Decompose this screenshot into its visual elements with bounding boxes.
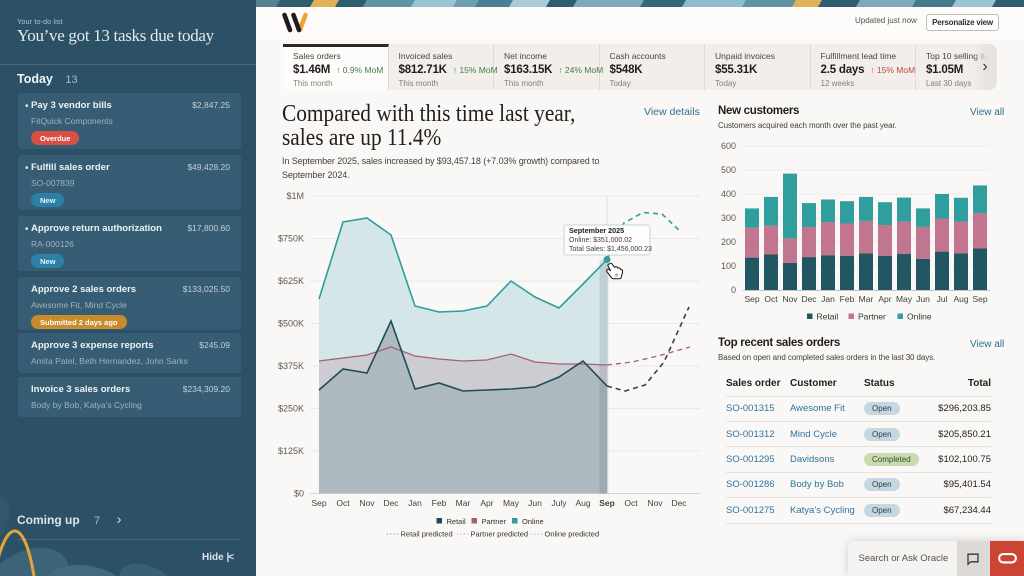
svg-text:500: 500 [721,165,736,175]
svg-text:Online: Online [522,517,544,526]
svg-text:Mar: Mar [456,498,471,508]
svg-text:September 2025: September 2025 [569,226,624,235]
svg-text:200: 200 [721,237,736,247]
svg-text:Jun: Jun [528,498,542,508]
svg-text:Dec: Dec [383,498,399,508]
svg-text:····: ···· [456,530,470,539]
svg-text:Nov: Nov [782,294,798,304]
svg-text:Oct: Oct [336,498,350,508]
svg-text:Oct: Oct [624,498,638,508]
svg-text:Dec: Dec [801,294,817,304]
svg-text:0: 0 [731,285,736,295]
svg-text:Sep: Sep [311,498,326,508]
svg-text:600: 600 [721,141,736,151]
svg-text:Retail predicted: Retail predicted [401,530,453,539]
svg-text:III: III [614,272,618,278]
svg-text:Aug: Aug [575,498,590,508]
svg-text:Sep: Sep [972,294,987,304]
svg-text:$125K: $125K [278,446,304,456]
svg-text:Dec: Dec [671,498,687,508]
svg-text:100: 100 [721,261,736,271]
svg-text:$1M: $1M [286,191,304,201]
svg-text:Jan: Jan [821,294,835,304]
svg-text:Nov: Nov [647,498,663,508]
svg-text:Sep: Sep [599,498,615,508]
svg-text:Sep: Sep [744,294,759,304]
svg-text:May: May [896,294,913,304]
svg-text:Online: Online [907,312,932,322]
svg-text:Apr: Apr [480,498,493,508]
svg-text:Mar: Mar [859,294,874,304]
svg-text:Partner: Partner [482,517,507,526]
svg-text:300: 300 [721,213,736,223]
svg-text:May: May [503,498,520,508]
svg-text:Retail: Retail [817,312,839,322]
svg-text:$375K: $375K [278,361,304,371]
svg-text:Online predicted: Online predicted [545,530,600,539]
svg-text:Aug: Aug [953,294,968,304]
svg-text:Online: $351,000.02: Online: $351,000.02 [569,237,632,244]
svg-text:400: 400 [721,189,736,199]
svg-text:July: July [551,498,567,508]
svg-text:Partner predicted: Partner predicted [471,530,529,539]
svg-text:$250K: $250K [278,404,304,414]
svg-text:Retail: Retail [447,517,467,526]
svg-text:Jan: Jan [408,498,422,508]
svg-text:Oct: Oct [764,294,778,304]
svg-text:Partner: Partner [858,312,886,322]
svg-text:Feb: Feb [840,294,855,304]
svg-text:$625K: $625K [278,276,304,286]
svg-text:Feb: Feb [432,498,447,508]
svg-text:····: ···· [530,530,544,539]
svg-text:Jun: Jun [916,294,930,304]
svg-text:$500K: $500K [278,319,304,329]
svg-text:Apr: Apr [878,294,891,304]
svg-text:$750K: $750K [278,234,304,244]
svg-text:Jul: Jul [937,294,948,304]
svg-text:$0: $0 [294,489,304,499]
svg-text:····: ···· [386,530,400,539]
svg-text:Nov: Nov [359,498,375,508]
svg-text:Total Sales: $1,456,000.23: Total Sales: $1,456,000.23 [569,246,652,253]
